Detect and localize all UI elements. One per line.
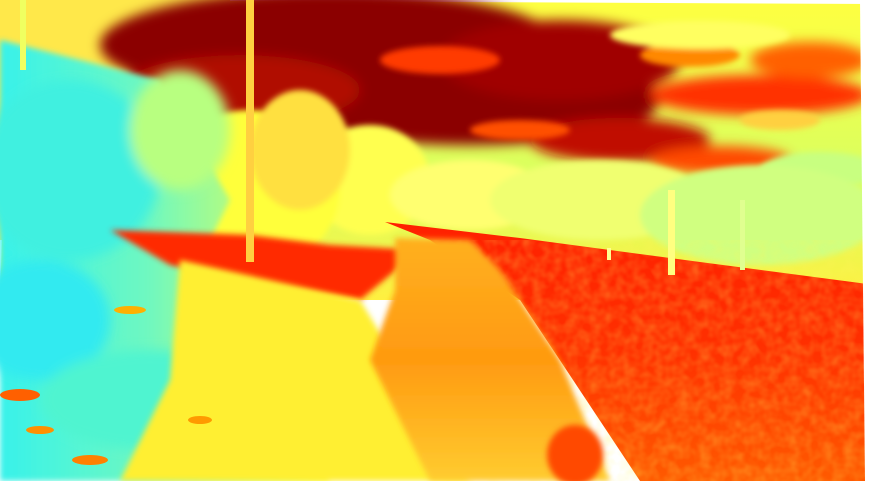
- walking-path: [370, 238, 610, 481]
- path-shadow: [547, 425, 603, 481]
- midground-shadow: [110, 230, 420, 300]
- tree-trunk-right: [668, 190, 675, 275]
- tree-trunk-left: [246, 0, 254, 262]
- foreground-flecks: [0, 306, 212, 465]
- foreground-grass: [120, 260, 470, 481]
- bollard-post: [607, 248, 611, 260]
- frame-edge-right: [860, 0, 875, 481]
- field-texture: [430, 240, 875, 481]
- tree-trunk-far-left: [20, 0, 26, 70]
- tree-trunk-far-right: [740, 200, 745, 270]
